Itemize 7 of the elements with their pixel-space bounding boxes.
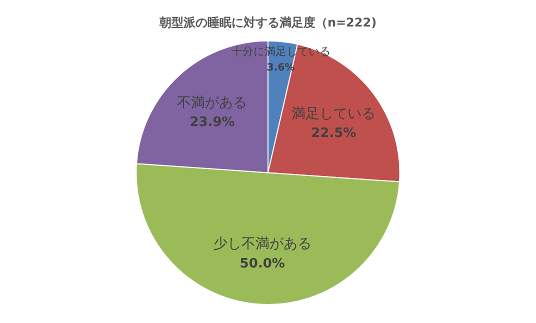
data-label: 23.9%	[190, 115, 235, 130]
data-label: 22.5%	[311, 126, 356, 142]
chart-title: 朝型派の睡眠に対する満足度（n=222)	[158, 15, 377, 30]
slice-label: 少し不満がある	[213, 236, 312, 252]
slice-label: 満足している	[292, 106, 376, 122]
slice-label: 不満がある	[177, 94, 248, 111]
data-label: 50.0%	[240, 256, 285, 272]
